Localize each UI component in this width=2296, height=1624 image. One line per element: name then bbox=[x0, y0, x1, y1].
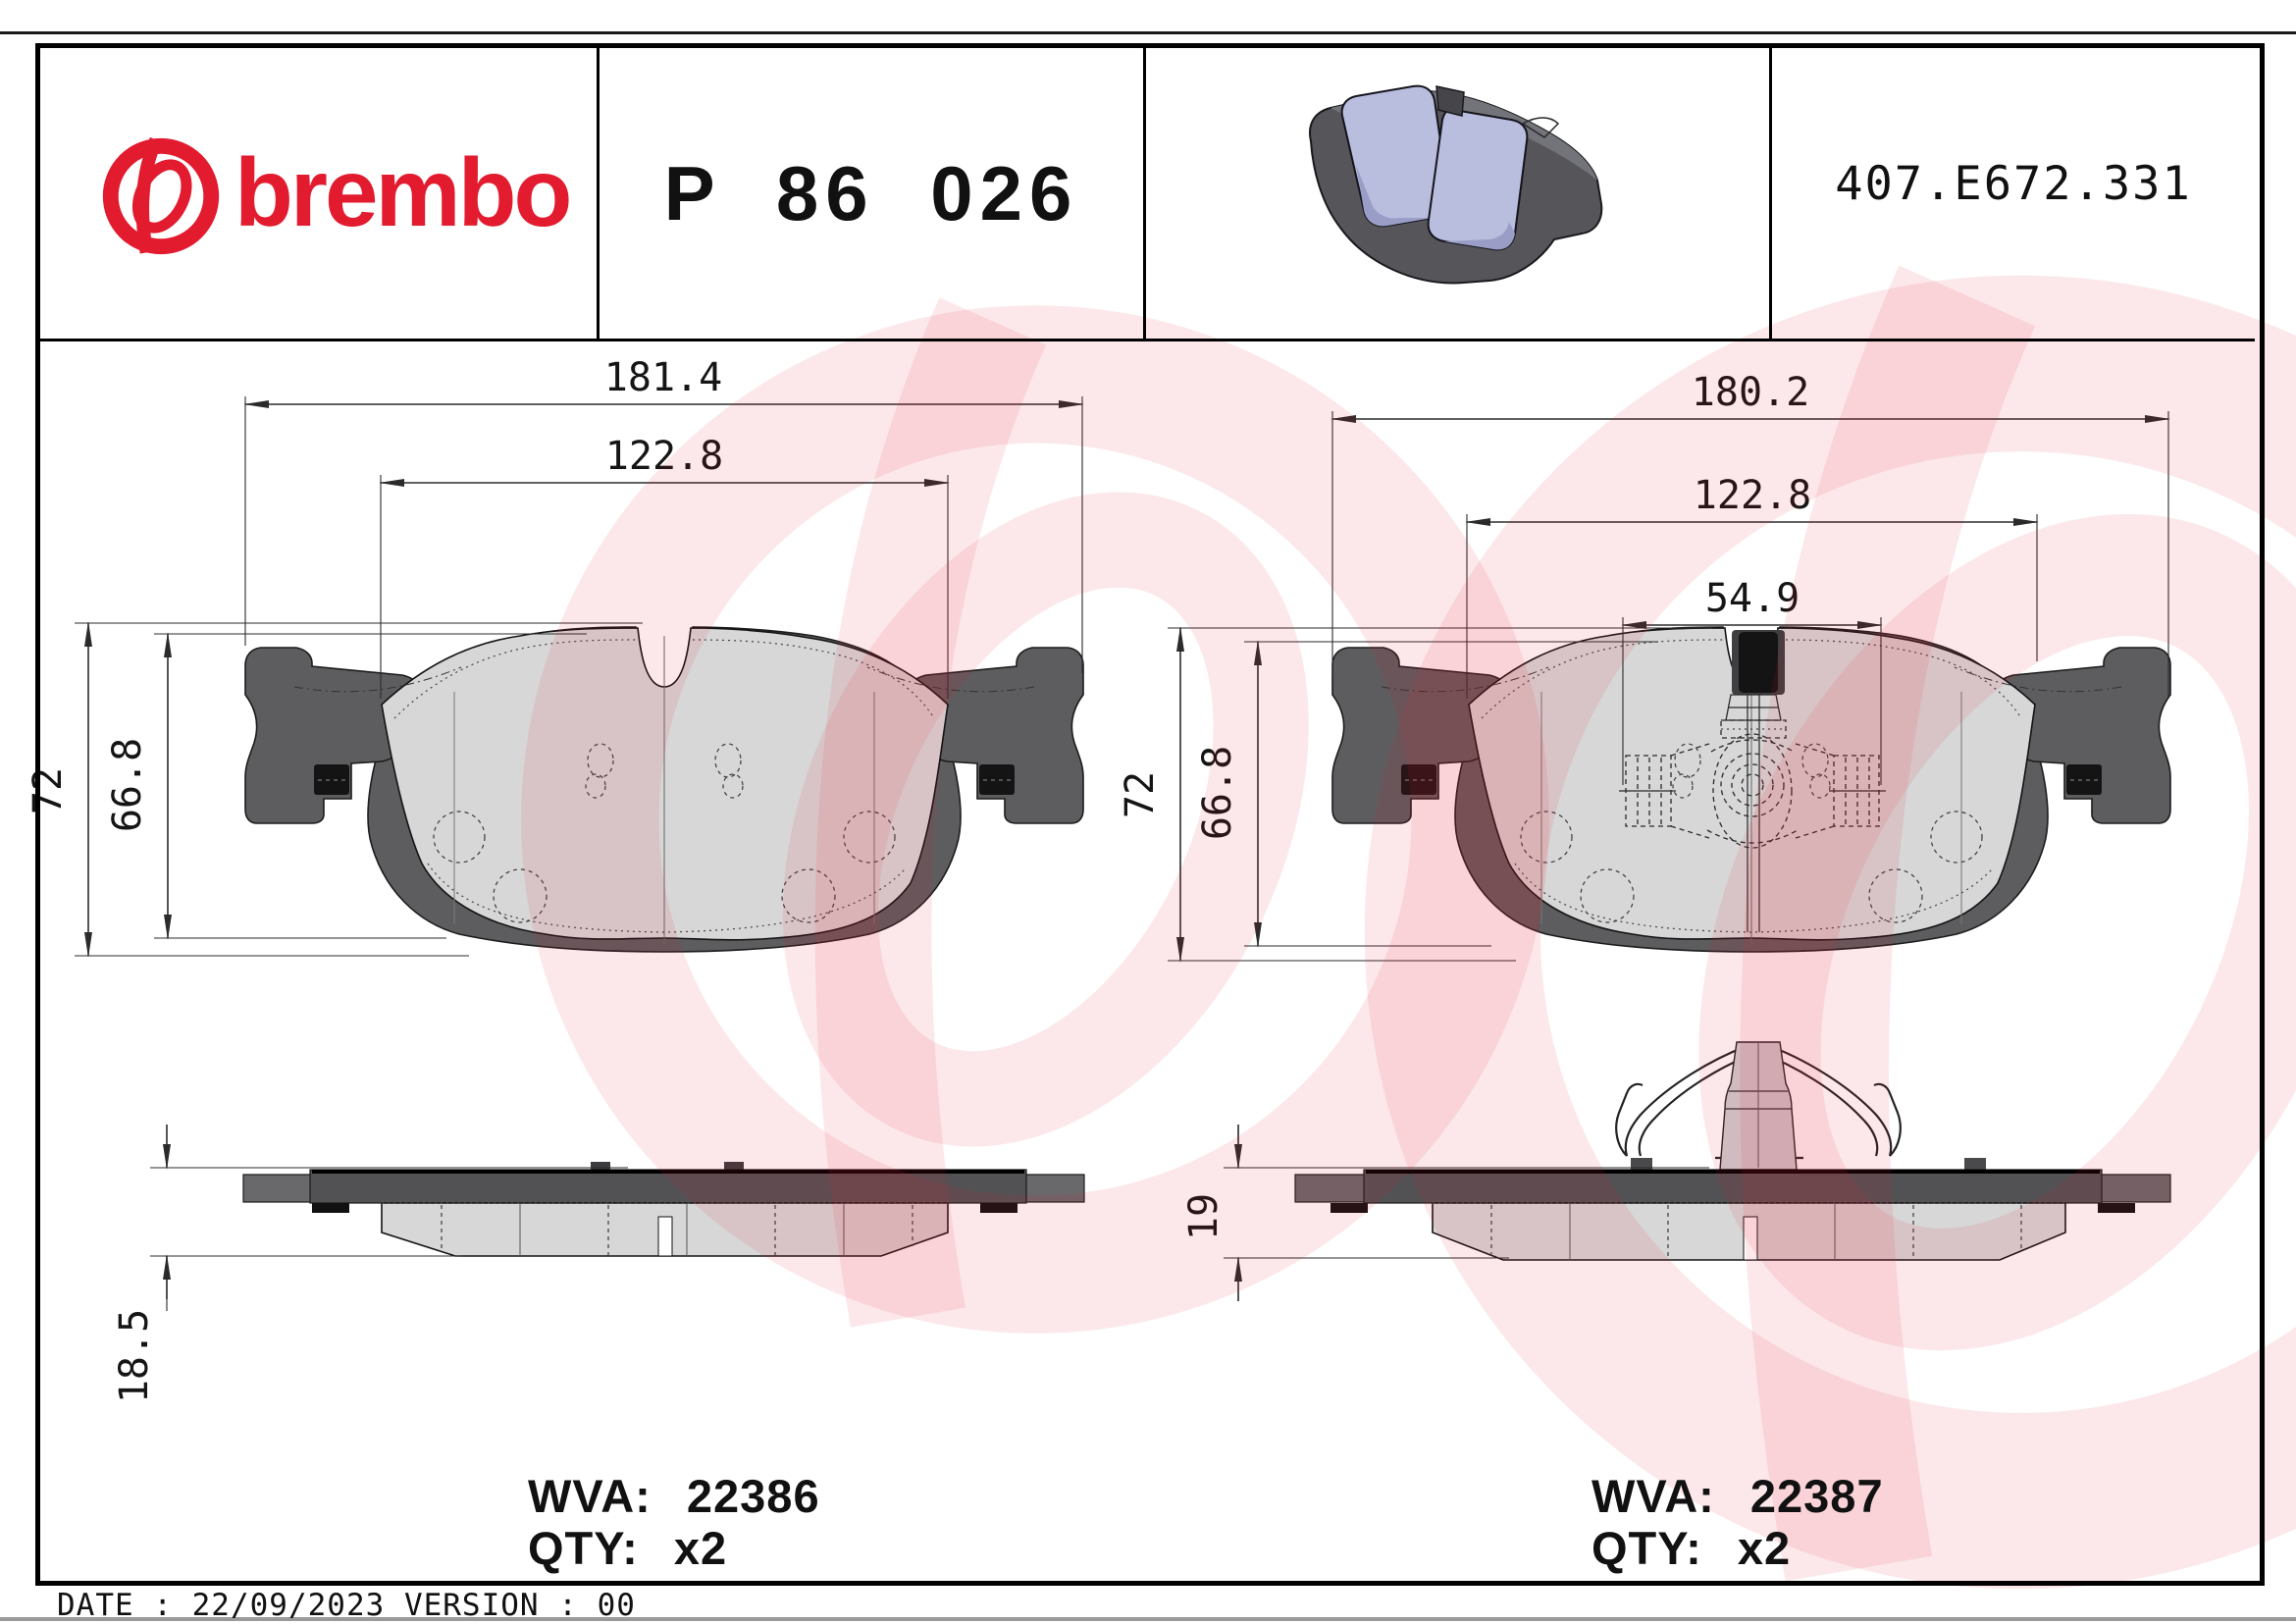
sheet-border bbox=[35, 43, 2265, 1586]
bottom-edge-rule bbox=[0, 1617, 2296, 1621]
left-view-dimensions: 181.4 122.8 72 66.8 18.5 bbox=[26, 355, 1084, 1403]
right-qty-label: QTY: bbox=[1592, 1522, 1702, 1574]
date-version-line: DATE : 22/09/2023 VERSION : 00 bbox=[57, 1588, 636, 1623]
right-wva-block: WVA: 22387 QTY: x2 bbox=[1592, 1470, 1884, 1574]
right-qty-line: QTY: x2 bbox=[1592, 1522, 1884, 1574]
right-wva-value: 22387 bbox=[1749, 1470, 1884, 1522]
dim-left-outer-width: 181.4 bbox=[604, 355, 722, 400]
dim-right-pad-width: 122.8 bbox=[1694, 473, 1811, 518]
header-divider-2 bbox=[1143, 48, 1146, 339]
left-pad-side-view bbox=[242, 1162, 1085, 1257]
left-wva-block: WVA: 22386 QTY: x2 bbox=[528, 1470, 820, 1574]
header-divider-3 bbox=[1769, 48, 1772, 339]
dim-left-outer-height: 72 bbox=[26, 767, 71, 814]
right-qty-value: x2 bbox=[1737, 1522, 1792, 1574]
dim-left-thickness: 18.5 bbox=[112, 1309, 157, 1403]
right-pad-front-view bbox=[1332, 627, 2170, 952]
pad-3d-image bbox=[1309, 84, 1603, 285]
right-pad-side-view bbox=[1294, 1041, 2171, 1261]
dim-left-pad-height: 66.8 bbox=[105, 738, 150, 832]
part-number: P 86 026 bbox=[663, 150, 1079, 236]
header-logo-cell: brembo bbox=[40, 48, 597, 339]
dim-right-outer-height: 72 bbox=[1118, 771, 1163, 818]
left-wva-line: WVA: 22386 bbox=[528, 1470, 820, 1522]
dim-right-thickness: 19 bbox=[1181, 1193, 1226, 1240]
left-wva-value: 22386 bbox=[686, 1470, 820, 1522]
brand-wordmark: brembo bbox=[235, 138, 572, 246]
dim-right-sensor-width: 54.9 bbox=[1705, 576, 1800, 621]
left-wva-label: WVA: bbox=[528, 1470, 652, 1522]
header-divider-bottom bbox=[40, 339, 2255, 341]
sensor-tab bbox=[1739, 632, 1778, 693]
right-wva-line: WVA: 22387 bbox=[1592, 1470, 1884, 1522]
right-wva-label: WVA: bbox=[1592, 1470, 1715, 1522]
header-divider-1 bbox=[597, 48, 600, 339]
dim-right-pad-height: 66.8 bbox=[1195, 746, 1240, 840]
dim-left-pad-width: 122.8 bbox=[605, 434, 723, 479]
right-view-dimensions: 180.2 122.8 54.9 72 66.8 19 bbox=[1118, 370, 2170, 1301]
dim-right-outer-width: 180.2 bbox=[1692, 370, 1809, 415]
top-hairline bbox=[0, 31, 2296, 34]
left-qty-value: x2 bbox=[673, 1522, 728, 1574]
left-qty-line: QTY: x2 bbox=[528, 1522, 820, 1574]
left-qty-label: QTY: bbox=[528, 1522, 639, 1574]
catalog-code: 407.E672.331 bbox=[1835, 157, 2192, 211]
brembo-roundel-icon bbox=[102, 136, 220, 255]
